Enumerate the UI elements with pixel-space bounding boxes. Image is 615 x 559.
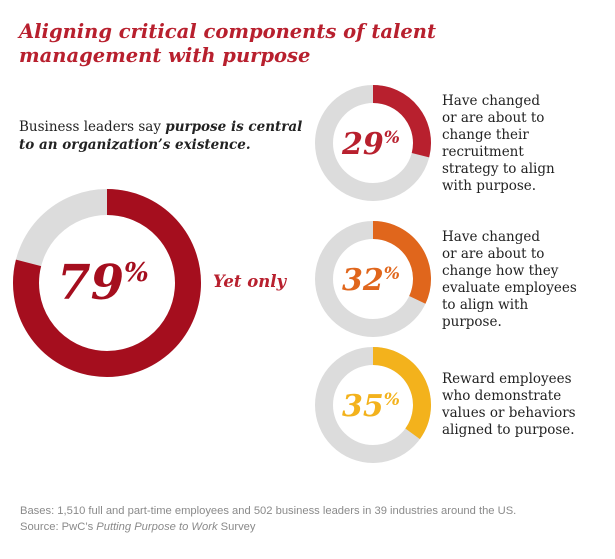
donut-rewards-value-arc	[372, 347, 431, 440]
donut-rewards-percent-label: 35%	[342, 389, 400, 424]
donut-evaluation-percent-label: 32%	[342, 263, 400, 298]
footnote-source-suffix: Survey	[217, 521, 256, 533]
recruitment-description: Have changed or are about to change thei…	[442, 93, 612, 195]
footnote: Bases: 1,510 full and part-time employee…	[20, 503, 610, 535]
evaluation-description-line: purpose.	[442, 314, 502, 330]
evaluation-description-line: or are about to	[442, 246, 545, 262]
recruitment-description-line: recruitment	[442, 144, 524, 160]
evaluation-description-line: Have changed	[442, 229, 541, 245]
donut-rewards-percent-sign: %	[384, 390, 400, 410]
donut-recruitment-percent-label: 29%	[341, 127, 400, 162]
intro-prefix: Business leaders say	[19, 119, 166, 135]
intro-text: Business leaders say purpose is central …	[19, 118, 309, 154]
donut-main-percent-sign: %	[124, 258, 149, 288]
donut-main-value-arc	[13, 189, 201, 377]
donut-main-percent-label: 79%	[57, 255, 149, 311]
donut-evaluation-value-arc	[372, 221, 431, 304]
evaluation-description: Have changed or are about to change how …	[442, 229, 612, 331]
donut-chart-recruitment: 29%	[315, 85, 431, 201]
donut-main-percent-number: 79	[57, 255, 124, 311]
evaluation-description-line: change how they	[442, 263, 559, 279]
donut-chart-main: 79%	[13, 189, 201, 377]
recruitment-description-line: or are about to	[442, 110, 545, 126]
rewards-description-line: who demonstrate	[442, 388, 562, 404]
donut-rewards-percent-number: 35	[342, 389, 384, 424]
intro-emphasis: purpose is central to an organization’s …	[19, 119, 303, 153]
footnote-source-title: Putting Purpose to Work	[96, 521, 218, 533]
footnote-source: Source: PwC’s Putting Purpose to Work Su…	[20, 519, 610, 535]
donut-recruitment-percent-sign: %	[384, 128, 400, 148]
footnote-bases: Bases: 1,510 full and part-time employee…	[20, 505, 517, 517]
donut-chart-evaluation: 32%	[315, 221, 431, 337]
recruitment-description-line: strategy to align	[442, 161, 555, 177]
footnote-source-prefix: Source: PwC’s	[20, 521, 97, 533]
evaluation-description-line: evaluate employees	[442, 280, 577, 296]
donut-recruitment-percent-number: 29	[341, 127, 384, 162]
yet-only-label: Yet only	[213, 272, 287, 291]
recruitment-description-line: with purpose.	[442, 178, 537, 194]
donut-chart-rewards: 35%	[315, 347, 431, 463]
page-title: Aligning critical components of talent m…	[19, 20, 436, 67]
donut-evaluation-percent-sign: %	[384, 264, 400, 284]
rewards-description-line: values or behaviors	[442, 405, 576, 421]
rewards-description-line: Reward employees	[442, 371, 572, 387]
recruitment-description-line: Have changed	[442, 93, 541, 109]
donut-recruitment-value-arc	[372, 85, 431, 158]
rewards-description-line: aligned to purpose.	[442, 422, 575, 438]
donut-evaluation-percent-number: 32	[342, 263, 384, 298]
rewards-description: Reward employees who demonstrate values …	[442, 371, 612, 439]
recruitment-description-line: change their	[442, 127, 529, 143]
evaluation-description-line: to align with	[442, 297, 529, 313]
